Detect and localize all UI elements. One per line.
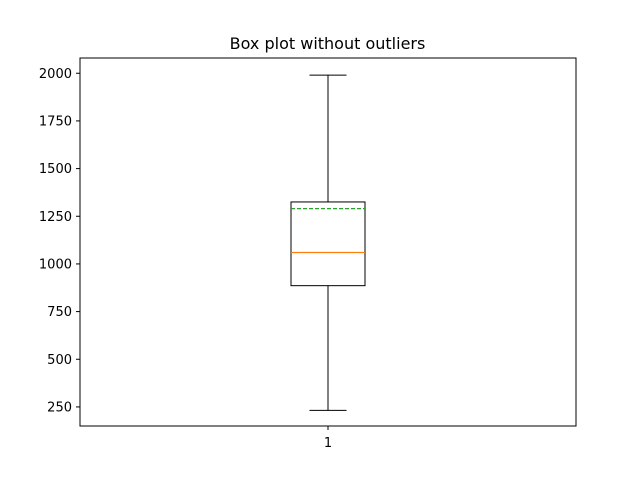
- y-tick-label: 1500: [39, 162, 72, 177]
- plot-area: [290, 74, 366, 411]
- y-tick-label: 1750: [39, 114, 72, 129]
- y-tick-label: 500: [47, 353, 72, 368]
- x-tick-label: 1: [324, 436, 332, 451]
- y-tick-label: 1250: [39, 210, 72, 225]
- chart-title: Box plot without outliers: [230, 34, 426, 53]
- box-iqr: [290, 201, 366, 287]
- y-tick-label: 2000: [39, 67, 72, 82]
- y-tick-label: 750: [47, 305, 72, 320]
- y-tick-label: 250: [47, 400, 72, 415]
- y-tick-label: 1000: [39, 257, 72, 272]
